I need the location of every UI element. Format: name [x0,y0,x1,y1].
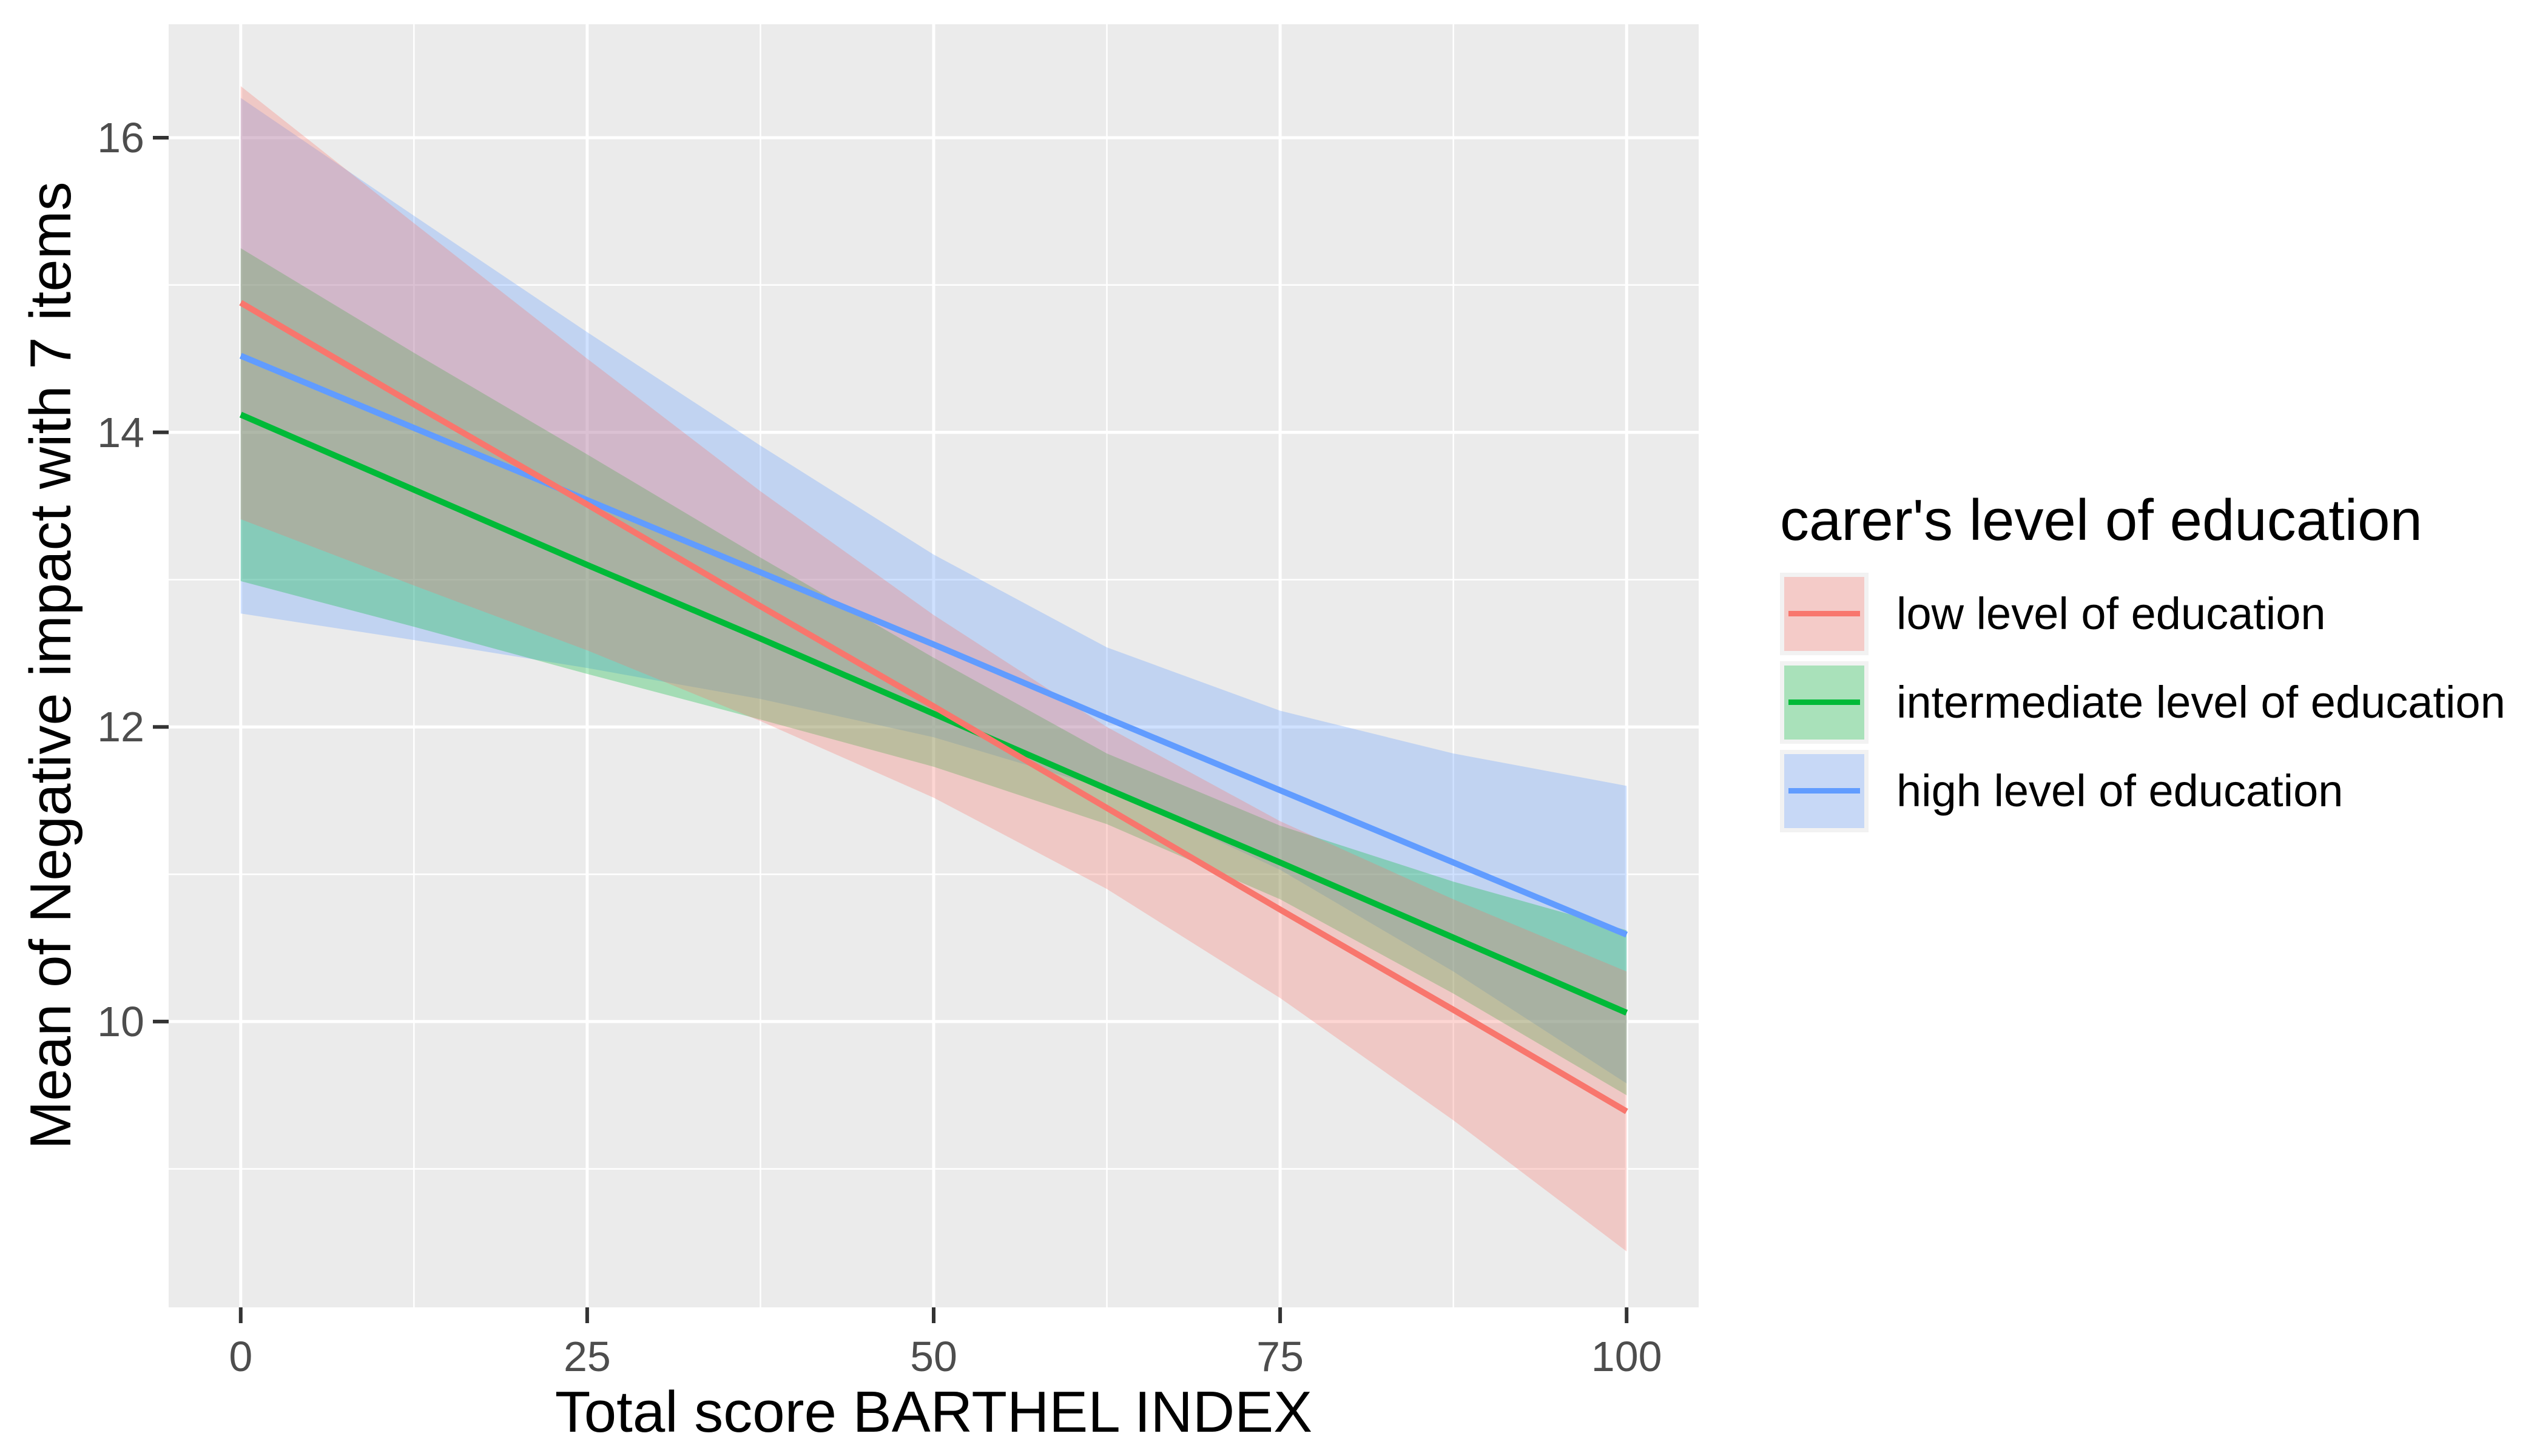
legend-item-high: high level of education [1780,750,2548,832]
legend-title: carer's level of education [1780,488,2422,553]
legend-label-low: low level of education [1896,588,2326,639]
y-tick-label: 14 [97,408,144,456]
x-tick-label: 75 [1256,1333,1304,1380]
legend-item-low: low level of education [1780,573,2548,655]
legend-label-high: high level of education [1896,766,2344,816]
low-trend-line [239,300,1628,1114]
x-tick-label: 25 [563,1333,611,1380]
x-axis-title: Total score BARTHEL INDEX [554,1380,1313,1444]
low-confidence-band [240,86,1627,1252]
x-tick-label: 50 [910,1333,957,1380]
legend-key-line-icon-low [1788,611,1860,616]
high-trend-line [239,352,1628,938]
legend-key-low [1780,573,1869,655]
legend-label-intermediate: intermediate level of education [1896,677,2506,727]
legend-key-line-icon-intermediate [1788,699,1860,705]
y-tick-label: 10 [97,997,144,1045]
y-tick-label: 16 [97,113,144,161]
intermediate-confidence-band [240,248,1627,1096]
legend-key-high [1780,750,1869,832]
legend-item-intermediate: intermediate level of education [1780,661,2548,744]
intermediate-trend-line [239,411,1628,1016]
high-confidence-band [240,98,1627,1084]
x-tick-label: 0 [229,1333,253,1380]
legend-key-line-icon-high [1788,788,1860,794]
y-tick-label: 12 [97,703,144,751]
x-tick-label: 100 [1591,1333,1662,1380]
legend: carer's level of education low level of … [1780,489,2548,838]
legend-key-intermediate [1780,661,1869,744]
